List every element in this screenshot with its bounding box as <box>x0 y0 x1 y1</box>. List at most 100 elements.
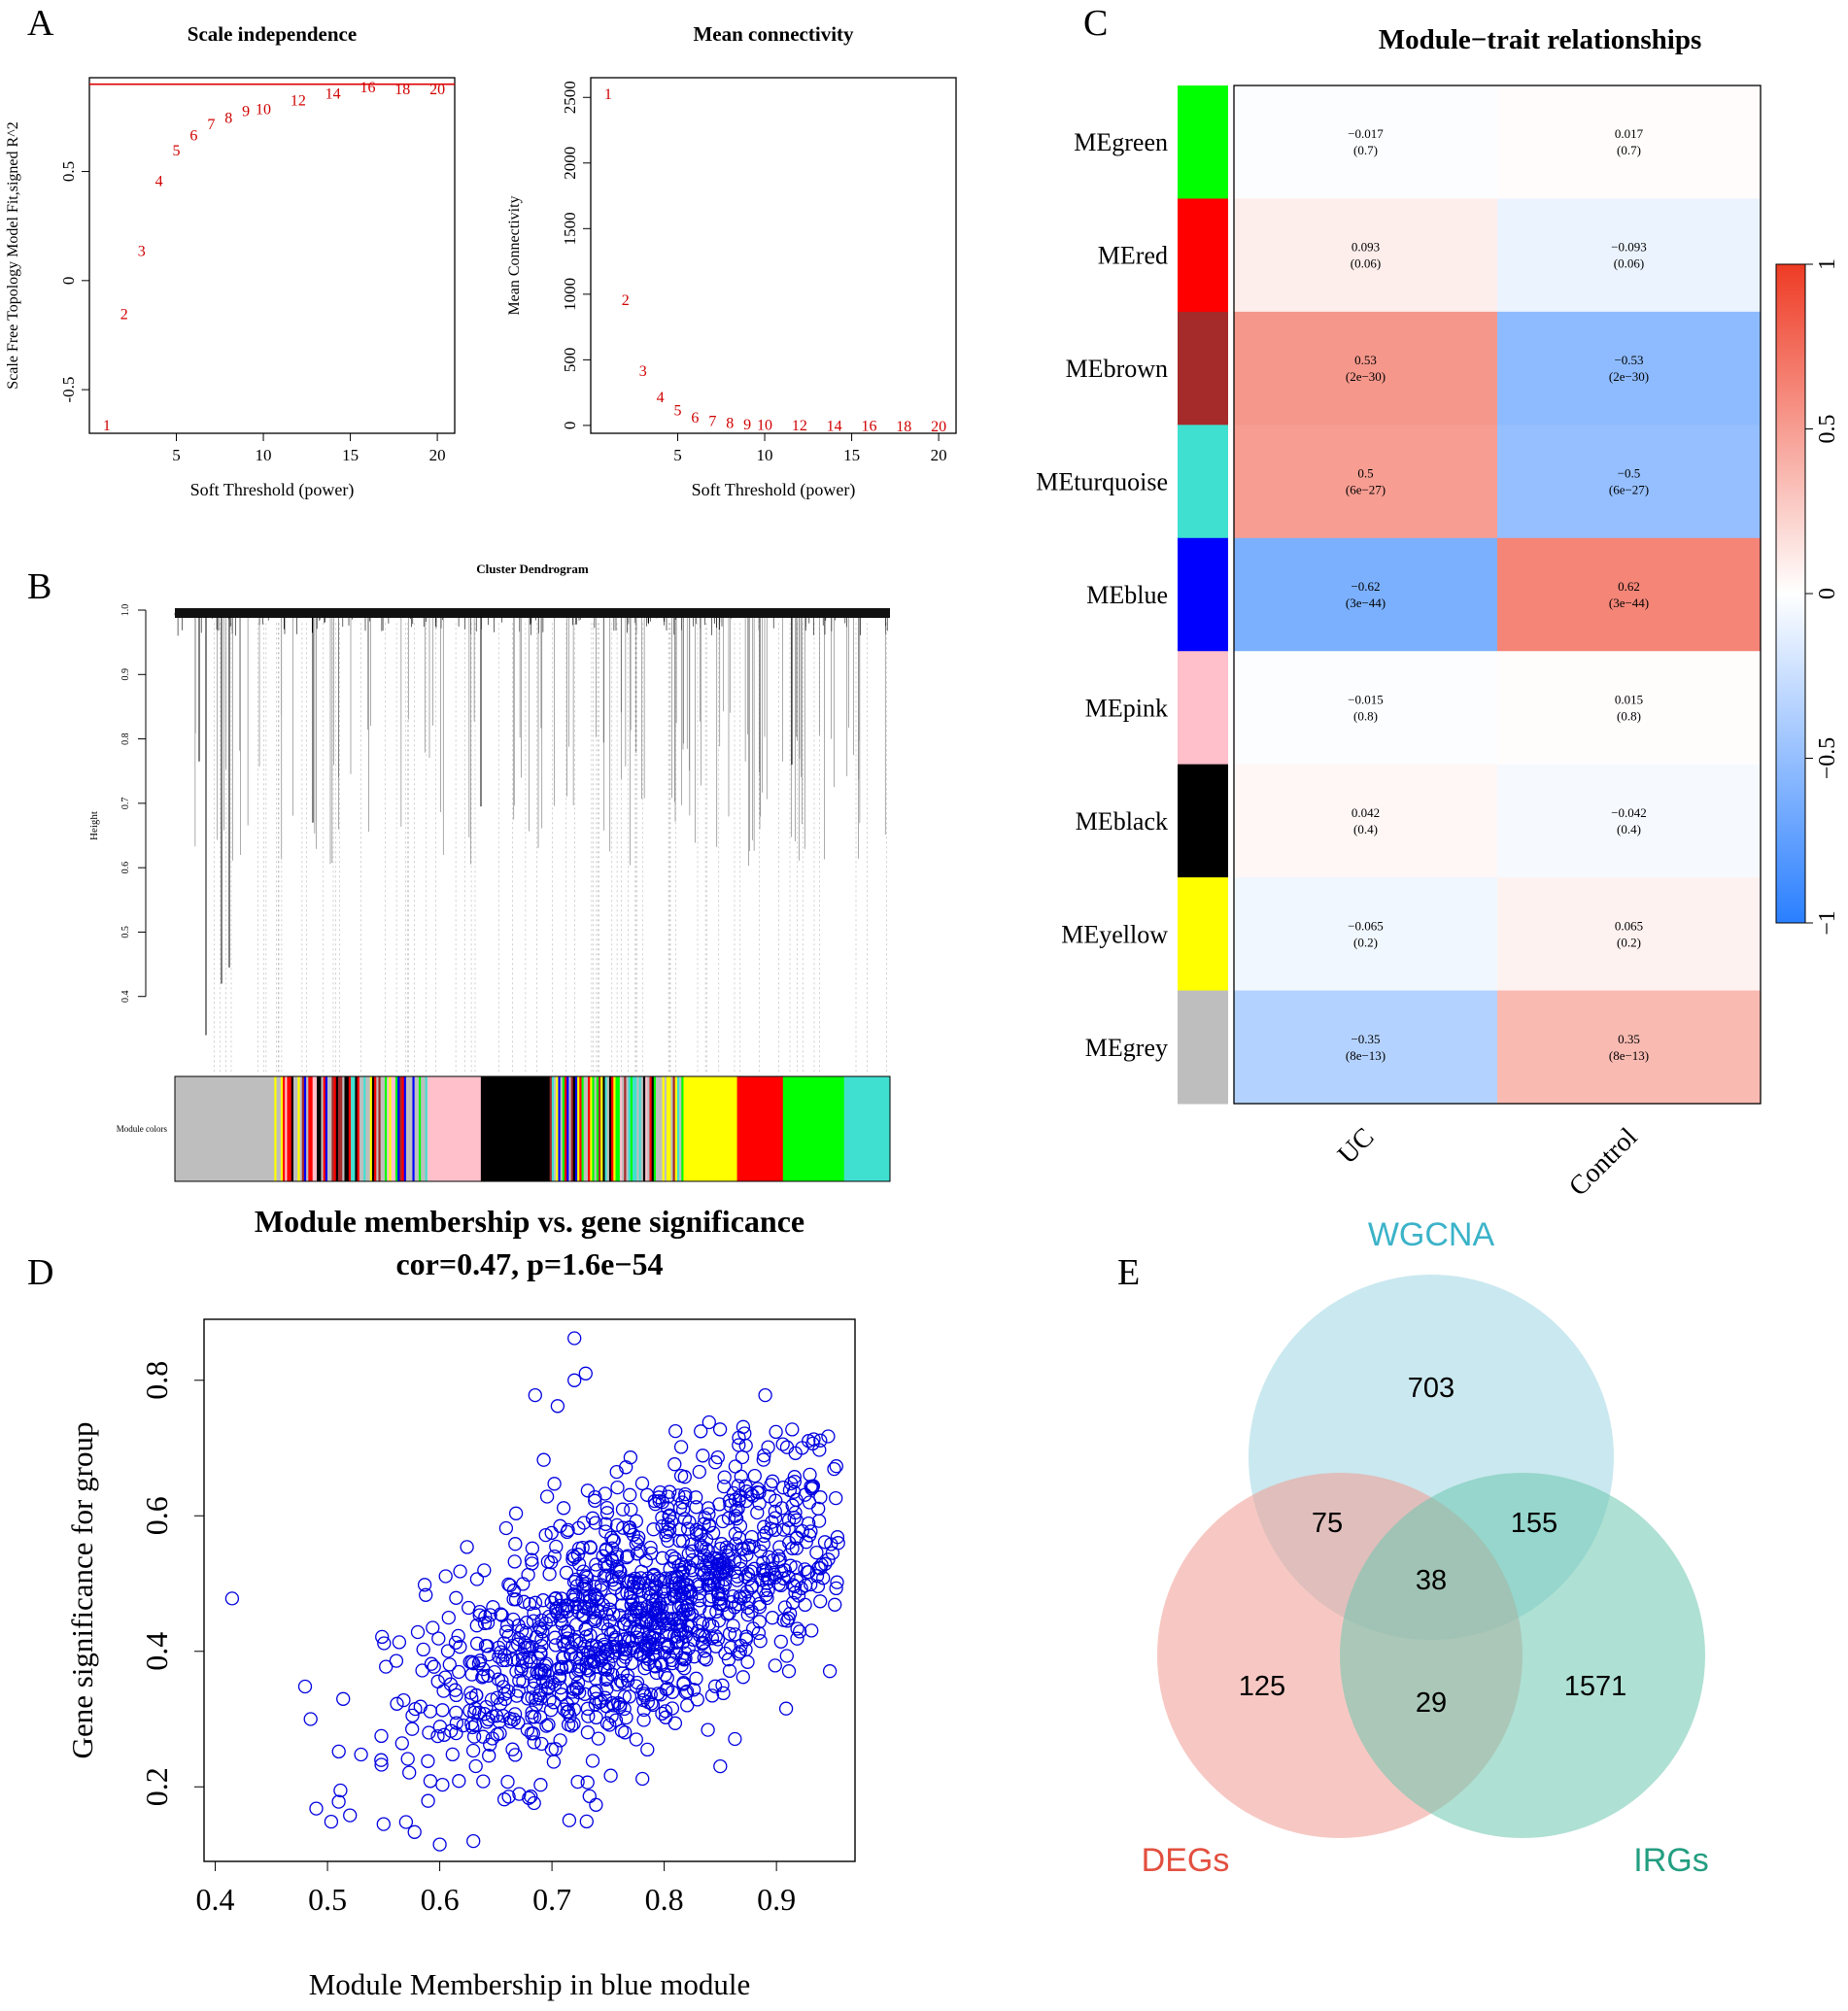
scatter-point <box>726 1588 740 1604</box>
scatter-point <box>449 1705 463 1721</box>
scatter-point <box>781 1520 796 1536</box>
module-color-block <box>736 1076 784 1181</box>
heatmap-cell <box>1497 877 1762 992</box>
scatter-point <box>667 1716 683 1730</box>
scatter-point <box>493 1726 507 1741</box>
module-color-stripe <box>619 1076 623 1181</box>
scatter-point <box>560 1524 574 1540</box>
scatter-point <box>498 1653 514 1668</box>
scatter-point <box>645 1592 660 1608</box>
module-color-stripe <box>276 1076 280 1181</box>
scatter-point <box>565 1551 580 1567</box>
scatter-point <box>506 1592 521 1607</box>
scatter-point <box>729 1537 743 1551</box>
scatter-point <box>741 1594 756 1609</box>
module-color-stripe <box>408 1076 411 1181</box>
module-color-stripe <box>638 1076 642 1181</box>
scatter-point <box>624 1573 638 1587</box>
scatter-point <box>580 1775 595 1789</box>
scatter-point <box>572 1662 588 1677</box>
scatter-point <box>612 1563 627 1578</box>
scatter-point <box>374 1728 389 1744</box>
module-color-stripe <box>653 1076 657 1181</box>
scatter-point <box>424 1656 439 1671</box>
module-color-stripe <box>369 1076 373 1181</box>
module-color-stripe <box>588 1076 591 1181</box>
scatter-point <box>599 1506 615 1520</box>
scatter-point <box>689 1500 703 1515</box>
scatter-point <box>812 1443 827 1457</box>
module-color-stripe <box>355 1076 358 1181</box>
scatter-point <box>570 1548 586 1562</box>
scatter-point <box>766 1552 780 1568</box>
scatter-point <box>603 1768 618 1783</box>
scatter-point <box>562 1813 577 1827</box>
scatter-point <box>653 1484 667 1500</box>
scatter-point <box>569 1579 584 1593</box>
dendrogram-leaf-lines <box>194 616 886 867</box>
scatter-point <box>421 1754 435 1768</box>
module-color-stripe <box>353 1076 356 1181</box>
dendrogram-branches <box>174 608 890 1074</box>
scatter-point <box>410 1624 426 1640</box>
scatter-point <box>813 1594 828 1609</box>
module-row-label: MEgrey <box>1085 1034 1168 1062</box>
scatter-point <box>400 1752 415 1766</box>
scatter-point <box>479 1699 494 1715</box>
scatter-point <box>596 1617 610 1631</box>
power-point-label: 12 <box>291 92 306 109</box>
cell-pvalue: (0.2) <box>1353 935 1378 949</box>
scatter-point <box>599 1568 614 1583</box>
scatter-point <box>613 1674 629 1688</box>
scatter-point <box>622 1520 636 1535</box>
scatter-point <box>822 1664 838 1679</box>
scatter-point <box>726 1619 740 1633</box>
scatter-point <box>492 1650 506 1664</box>
scatter-point <box>655 1518 669 1534</box>
module-color-frame <box>174 1075 891 1182</box>
scatter-point <box>739 1629 754 1644</box>
x-tick-label: 0.8 <box>645 1882 684 1917</box>
scatter-point <box>500 1774 515 1789</box>
scatter-point <box>645 1630 660 1645</box>
scatter-point <box>422 1725 436 1740</box>
scatter-point <box>508 1506 524 1520</box>
module-row-label: MEturquoise <box>1036 468 1168 496</box>
scatter-point <box>547 1477 562 1491</box>
scatter-point <box>416 1642 430 1657</box>
scatter-point <box>567 1373 582 1387</box>
scatter-point <box>765 1474 780 1488</box>
scatter-point <box>589 1691 603 1706</box>
scatter-point <box>658 1710 673 1724</box>
scatter-point <box>423 1704 438 1719</box>
heatmap-cell <box>1234 537 1498 652</box>
scatter-point <box>827 1461 841 1477</box>
scatter-point <box>785 1422 800 1437</box>
scatter-point <box>667 1554 681 1569</box>
scatter-point <box>516 1577 530 1591</box>
module-color-stripe <box>342 1076 345 1181</box>
heatmap-cell <box>1497 85 1762 199</box>
module-color-stripe <box>371 1076 375 1181</box>
scatter-point <box>377 1636 392 1651</box>
scatter-point <box>619 1550 634 1565</box>
scatter-point <box>394 1736 409 1751</box>
scatter-point <box>692 1593 707 1608</box>
chart-subtitle: cor=0.47, p=1.6e−54 <box>395 1246 663 1281</box>
scatter-point <box>675 1622 690 1638</box>
cell-pvalue: (0.8) <box>1617 708 1641 723</box>
scatter-point <box>768 1511 783 1525</box>
module-color-stripe <box>340 1076 343 1181</box>
module-color-stripe <box>329 1076 332 1181</box>
scatter-point <box>588 1697 602 1712</box>
scatter-point <box>421 1793 435 1808</box>
module-row-label: MEred <box>1098 242 1168 270</box>
scatter-point <box>779 1649 794 1663</box>
scatter-point <box>790 1621 804 1636</box>
scatter-point <box>790 1631 804 1646</box>
scatter-point <box>643 1540 658 1555</box>
scatter-point <box>476 1774 491 1789</box>
scatter-point <box>649 1578 664 1592</box>
scatter-point <box>486 1600 500 1615</box>
